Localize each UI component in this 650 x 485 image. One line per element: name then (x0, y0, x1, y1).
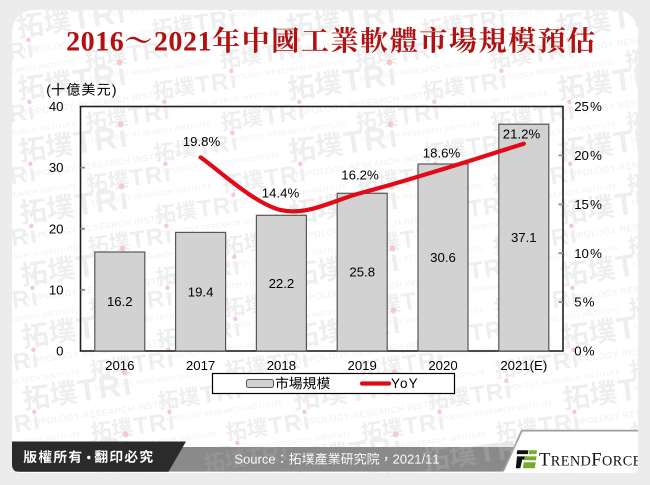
svg-text:15%: 15% (574, 197, 602, 212)
svg-text:5%: 5% (574, 295, 595, 310)
svg-text:16.2%: 16.2% (341, 168, 379, 183)
svg-text:2019: 2019 (348, 358, 377, 373)
svg-text:18.6%: 18.6% (423, 146, 461, 161)
svg-text:30: 30 (49, 160, 64, 175)
svg-text:10: 10 (49, 282, 64, 297)
svg-text:2020: 2020 (428, 358, 457, 373)
svg-text:37.1: 37.1 (511, 230, 537, 245)
svg-text:25.8: 25.8 (349, 265, 375, 280)
svg-text:19.4: 19.4 (188, 284, 214, 299)
svg-text:2021(E): 2021(E) (500, 358, 547, 373)
svg-text:20%: 20% (574, 148, 602, 163)
svg-text:YoY: YoY (391, 376, 419, 391)
svg-text:2017: 2017 (186, 358, 215, 373)
svg-text:0: 0 (56, 344, 63, 359)
svg-text:19.8%: 19.8% (183, 134, 221, 149)
svg-text:2018: 2018 (267, 358, 296, 373)
svg-text:14.4%: 14.4% (262, 186, 300, 201)
svg-text:2016: 2016 (105, 358, 134, 373)
svg-text:40: 40 (49, 99, 64, 114)
svg-text:0%: 0% (574, 344, 595, 359)
svg-text:20: 20 (49, 221, 64, 236)
svg-text:25%: 25% (574, 99, 602, 114)
svg-text:10%: 10% (574, 246, 602, 261)
svg-text:16.2: 16.2 (107, 294, 133, 309)
svg-text:30.6: 30.6 (430, 250, 456, 265)
svg-text:TRENDFORCE: TRENDFORCE (539, 450, 638, 471)
svg-text:22.2: 22.2 (269, 276, 295, 291)
svg-text:21.2%: 21.2% (503, 126, 541, 141)
